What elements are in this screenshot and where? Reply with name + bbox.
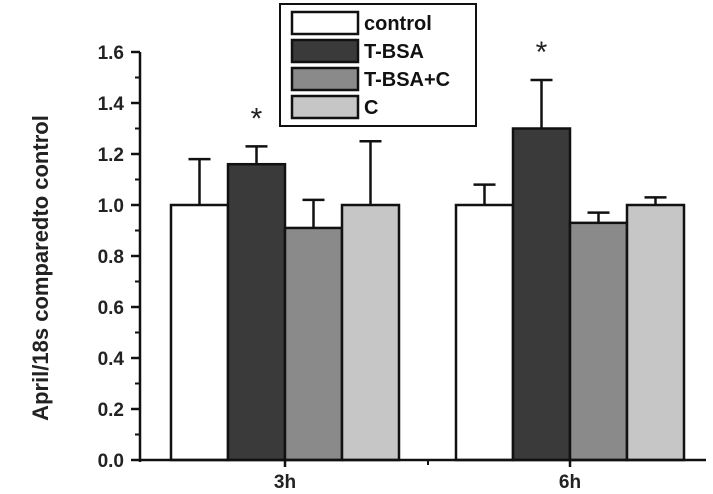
legend-label: C (364, 97, 378, 119)
y-tick-label: 0.6 (98, 298, 124, 319)
x-tick-label: 6h (559, 472, 581, 493)
bar-t-bsa-3h (226, 162, 287, 462)
bar-control-3h (169, 203, 230, 462)
x-tick-label: 3h (274, 472, 296, 493)
legend-swatch (290, 94, 360, 120)
y-tick-label: 1.6 (98, 43, 124, 64)
legend-swatch (290, 66, 360, 92)
bar-c-3h (340, 203, 401, 462)
y-axis-label: April/18s comparedto control (28, 115, 53, 421)
bar-t-bsa-c-6h (568, 221, 629, 462)
legend-label: control (364, 13, 432, 35)
legend-swatch (290, 10, 360, 36)
bar-t-bsa-6h (511, 127, 572, 462)
y-tick-label: 0.8 (98, 247, 124, 268)
y-tick-label: 0.2 (98, 400, 124, 421)
legend: control T-BSA T-BSA+C C (279, 3, 477, 127)
bar-c-6h (625, 203, 686, 462)
legend-label: T-BSA+C (364, 69, 450, 91)
significance-marker: * (536, 36, 548, 69)
y-tick-label: 1.0 (98, 196, 124, 217)
bar-control-6h (454, 203, 515, 462)
axes-layer: * * 0.0 0.2 0.4 0.6 0.8 1.0 1.2 1.4 1.6 3h 6h (98, 36, 706, 493)
y-tick-label: 1.4 (98, 94, 125, 115)
legend-swatch (290, 38, 360, 64)
significance-marker: * (251, 102, 263, 135)
bars-layer (169, 78, 686, 462)
bar-t-bsa-c-3h (283, 226, 344, 462)
legend-label: T-BSA (364, 41, 424, 63)
y-tick-label: 0.0 (98, 451, 124, 472)
y-tick-label: 1.2 (98, 145, 124, 166)
y-tick-label: 0.4 (98, 349, 125, 370)
